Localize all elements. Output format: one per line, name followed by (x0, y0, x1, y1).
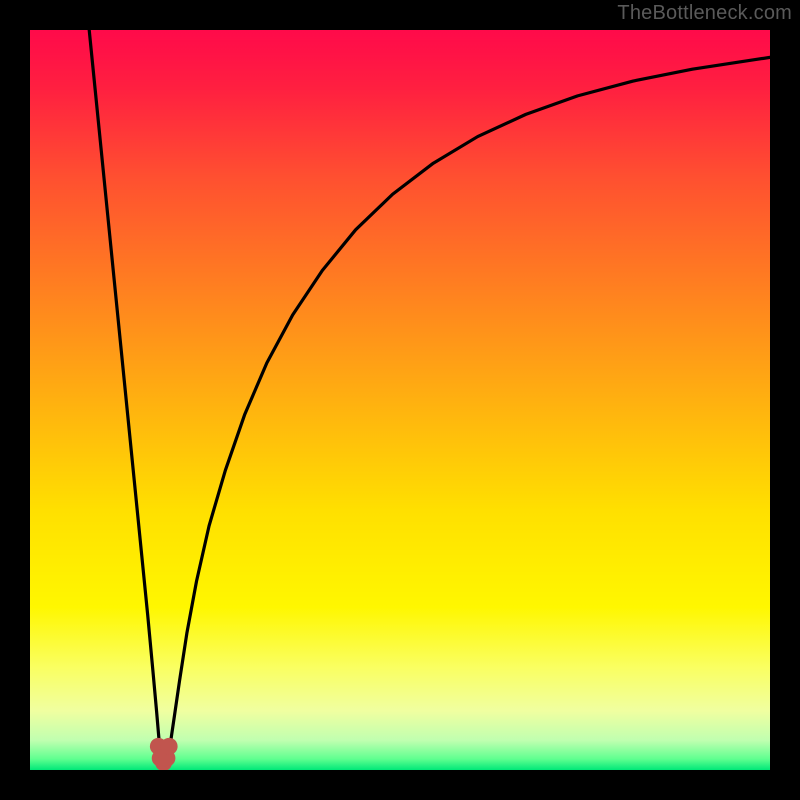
curve-layer (30, 30, 770, 770)
plot-area (30, 30, 770, 770)
chart-container: TheBottleneck.com (0, 0, 800, 800)
bottleneck-curve (89, 30, 770, 763)
watermark-text: TheBottleneck.com (617, 2, 792, 25)
optimal-point-marker (161, 738, 178, 755)
